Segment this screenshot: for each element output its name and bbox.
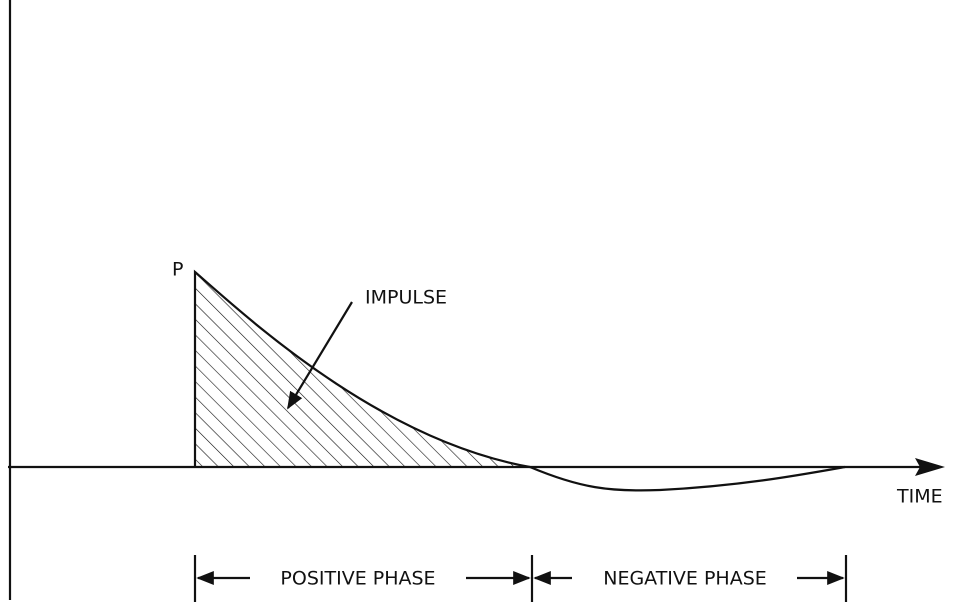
time-axis-arrowhead <box>915 458 945 476</box>
impulse-area <box>195 272 530 467</box>
time-label: TIME <box>896 486 943 508</box>
positive-phase-curve <box>193 269 531 469</box>
positive-phase-label: POSITIVE PHASE <box>280 568 435 590</box>
impulse-label: IMPULSE <box>365 287 447 309</box>
negative-phase-curve <box>529 465 846 492</box>
negative-phase-label: NEGATIVE PHASE <box>603 568 767 590</box>
peak-label: P <box>172 259 183 281</box>
impulse-pointer <box>287 301 353 410</box>
